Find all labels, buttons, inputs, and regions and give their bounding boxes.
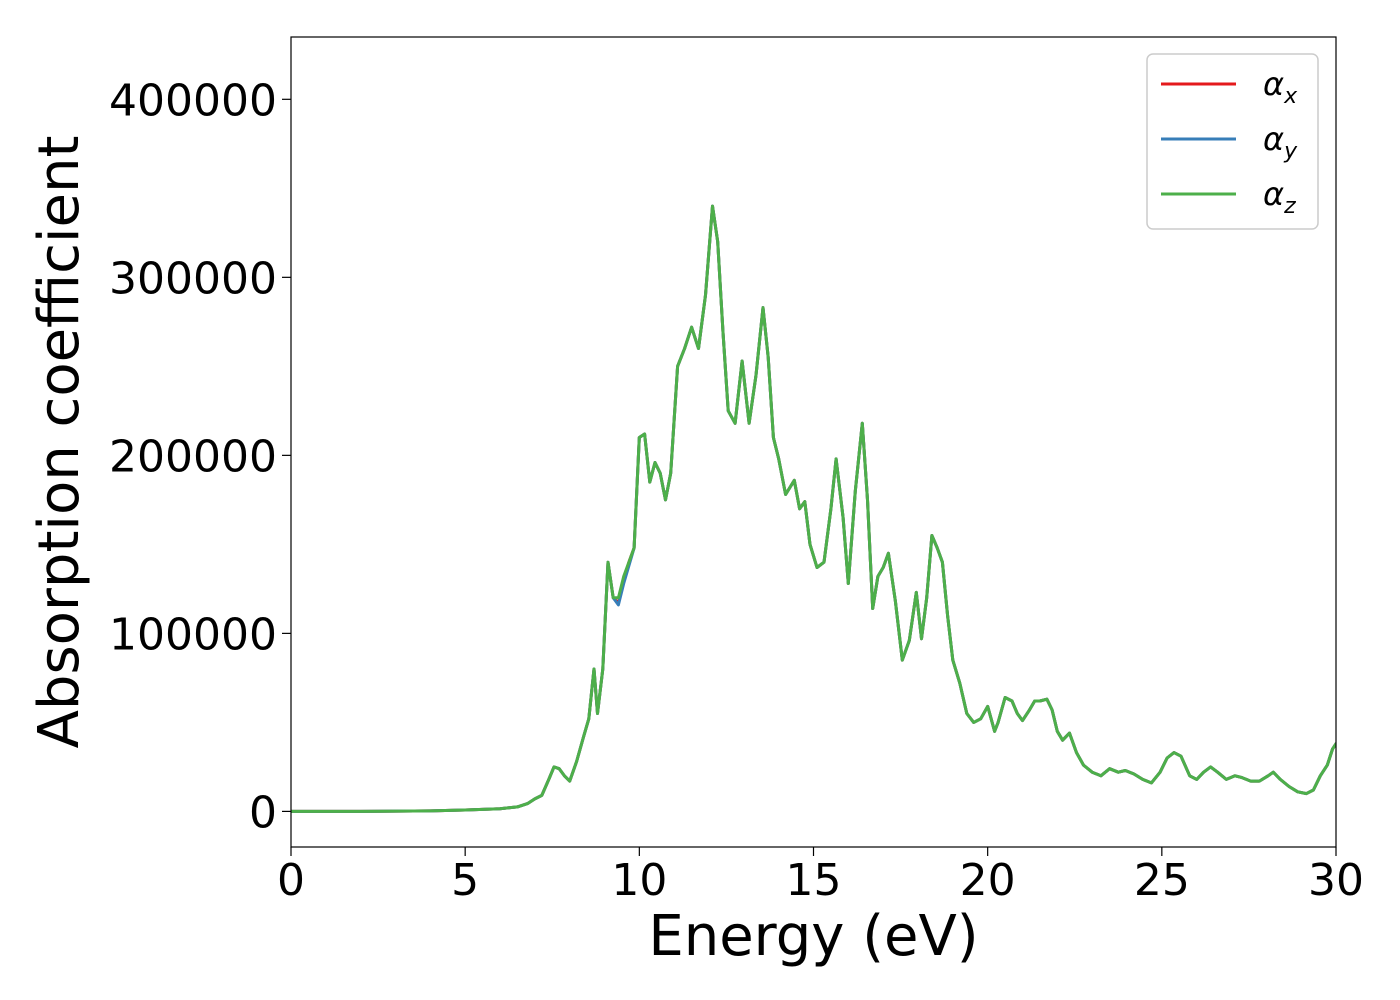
x-tick-label: 25	[1134, 855, 1190, 906]
y-tick-label: 0	[249, 787, 277, 838]
x-tick-label: 30	[1308, 855, 1364, 906]
y-tick-label: 300000	[109, 253, 277, 304]
x-axis-title: Energy (eV)	[648, 904, 978, 969]
series-line-x	[291, 204, 1336, 813]
x-tick-label: 20	[960, 855, 1016, 906]
x-tick-label: 15	[786, 855, 842, 906]
series-layer	[291, 204, 1336, 813]
x-tick-label: 0	[277, 855, 305, 906]
series-line-z	[291, 204, 1336, 813]
y-tick-label: 200000	[109, 431, 277, 482]
legend-label-y: αy	[1263, 120, 1298, 164]
y-tick-label: 100000	[109, 609, 277, 660]
x-axis-ticks: 0 5 10 15 20 25 30	[277, 847, 1364, 906]
x-tick-label: 10	[611, 855, 667, 906]
legend-label-x: αx	[1263, 65, 1298, 109]
legend-label-z: αz	[1263, 175, 1296, 219]
y-tick-label: 400000	[109, 75, 277, 126]
legend: αx αy αz	[1146, 53, 1319, 230]
series-line-y	[291, 204, 1336, 813]
legend-box	[1146, 53, 1319, 230]
y-axis-title: Absorption coefficient	[27, 136, 92, 749]
x-tick-label: 5	[451, 855, 479, 906]
y-axis-ticks: 0 100000 200000 300000 400000	[109, 75, 291, 838]
